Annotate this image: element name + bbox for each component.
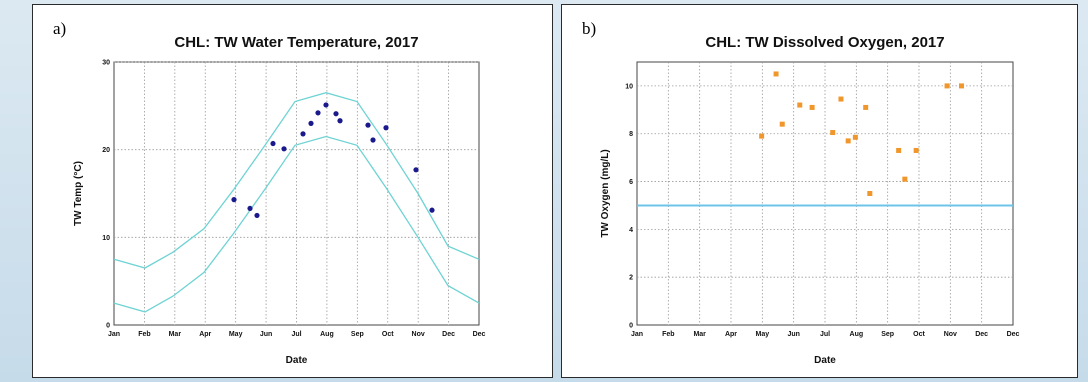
x-tick-label: Feb: [662, 331, 674, 338]
oxygen-point: [773, 71, 779, 77]
temperature-point: [315, 110, 321, 116]
y-tick-label: 10: [102, 235, 110, 242]
oxygen-point: [944, 83, 950, 89]
x-tick-label: Oct: [913, 331, 925, 338]
y-tick-label: 6: [629, 179, 633, 186]
x-tick-label: May: [229, 331, 243, 338]
x-tick-label: Dec: [473, 331, 486, 338]
temperature-point: [247, 205, 253, 212]
x-tick-label: Jan: [108, 331, 120, 338]
y-axis-title: TW Oxygen (mg/L): [600, 149, 611, 237]
oxygen-point: [838, 96, 844, 102]
y-tick-label: 0: [106, 323, 110, 330]
oxygen-point: [779, 121, 785, 127]
temperature-point: [429, 207, 435, 213]
y-tick-label: 4: [629, 227, 633, 234]
temperature-chart: CHL: TW Water Temperature, 2017 Jan Feb Mar…: [73, 34, 486, 366]
oxygen-point: [830, 130, 836, 136]
y-axis-title: TW Temp (°C): [73, 161, 84, 226]
x-tick-label: Aug: [850, 331, 864, 338]
x-tick-label: Dec: [442, 331, 455, 338]
x-tick-label: Jul: [820, 331, 830, 338]
oxygen-point: [863, 104, 869, 110]
oxygen-chart-panel: b) CHL: TW Dissolved Oxygen, 2017 Jan Feb M…: [561, 4, 1078, 378]
oxygen-point: [902, 176, 908, 182]
temperature-chart-panel: a) CHL: TW Water Temperature, 2017 Jan Feb…: [32, 4, 553, 378]
x-tick-label: Jun: [260, 331, 272, 338]
x-tick-label: Mar: [169, 331, 182, 338]
temperature-point: [383, 125, 389, 131]
x-tick-label: Nov: [412, 331, 425, 338]
x-tick-label: Feb: [138, 331, 150, 338]
temperature-point: [370, 137, 376, 143]
panel-label-b: b): [582, 19, 597, 38]
oxygen-point: [809, 104, 815, 110]
temperature-point: [413, 167, 419, 173]
x-tick-label: Jun: [787, 331, 799, 338]
y-tick-label: 30: [102, 60, 110, 67]
x-tick-label: May: [756, 331, 770, 338]
y-tick-label: 8: [629, 131, 633, 138]
oxygen-point: [896, 147, 902, 153]
temperature-point: [300, 131, 306, 137]
x-tick-label: Apr: [199, 331, 211, 338]
temperature-point: [323, 102, 329, 108]
x-tick-label: Jan: [631, 331, 643, 338]
temperature-point: [270, 140, 276, 147]
oxygen-point: [913, 147, 919, 153]
x-tick-label: Mar: [693, 331, 706, 338]
y-tick-label: 0: [629, 323, 633, 330]
upper-envelope-line: [113, 92, 480, 269]
x-tick-label: Oct: [382, 331, 394, 338]
x-tick-label: Aug: [320, 331, 334, 338]
oxygen-point: [852, 134, 858, 140]
y-tick-label: 20: [102, 147, 110, 154]
panel-label-a: a): [53, 19, 67, 38]
x-tick-label: Dec: [1007, 331, 1020, 338]
oxygen-point: [759, 133, 765, 139]
x-tick-label: Dec: [975, 331, 988, 338]
oxygen-point: [958, 83, 964, 89]
x-tick-label: Nov: [944, 331, 957, 338]
y-tick-label: 2: [629, 275, 633, 282]
temperature-point: [281, 146, 287, 152]
x-tick-label: Jul: [291, 331, 301, 338]
x-tick-label: Apr: [725, 331, 737, 338]
chart-title: CHL: TW Water Temperature, 2017: [174, 34, 418, 51]
x-axis-title: Date: [286, 355, 308, 366]
temperature-point: [254, 212, 260, 219]
oxygen-chart: CHL: TW Dissolved Oxygen, 2017 Jan Feb Mar A…: [600, 34, 1020, 366]
lower-envelope-line: [113, 135, 480, 313]
oxygen-point: [845, 138, 851, 144]
oxygen-point: [797, 102, 803, 108]
temperature-point: [231, 197, 237, 203]
temperature-point: [308, 120, 314, 126]
x-axis-title: Date: [814, 355, 836, 366]
temperature-point: [337, 118, 343, 124]
y-tick-label: 10: [625, 83, 633, 90]
x-tick-label: Sep: [881, 331, 894, 338]
chart-title: CHL: TW Dissolved Oxygen, 2017: [705, 34, 944, 51]
temperature-point: [365, 122, 371, 128]
oxygen-point: [867, 191, 873, 196]
x-tick-label: Sep: [351, 331, 364, 338]
temperature-point: [333, 111, 339, 117]
